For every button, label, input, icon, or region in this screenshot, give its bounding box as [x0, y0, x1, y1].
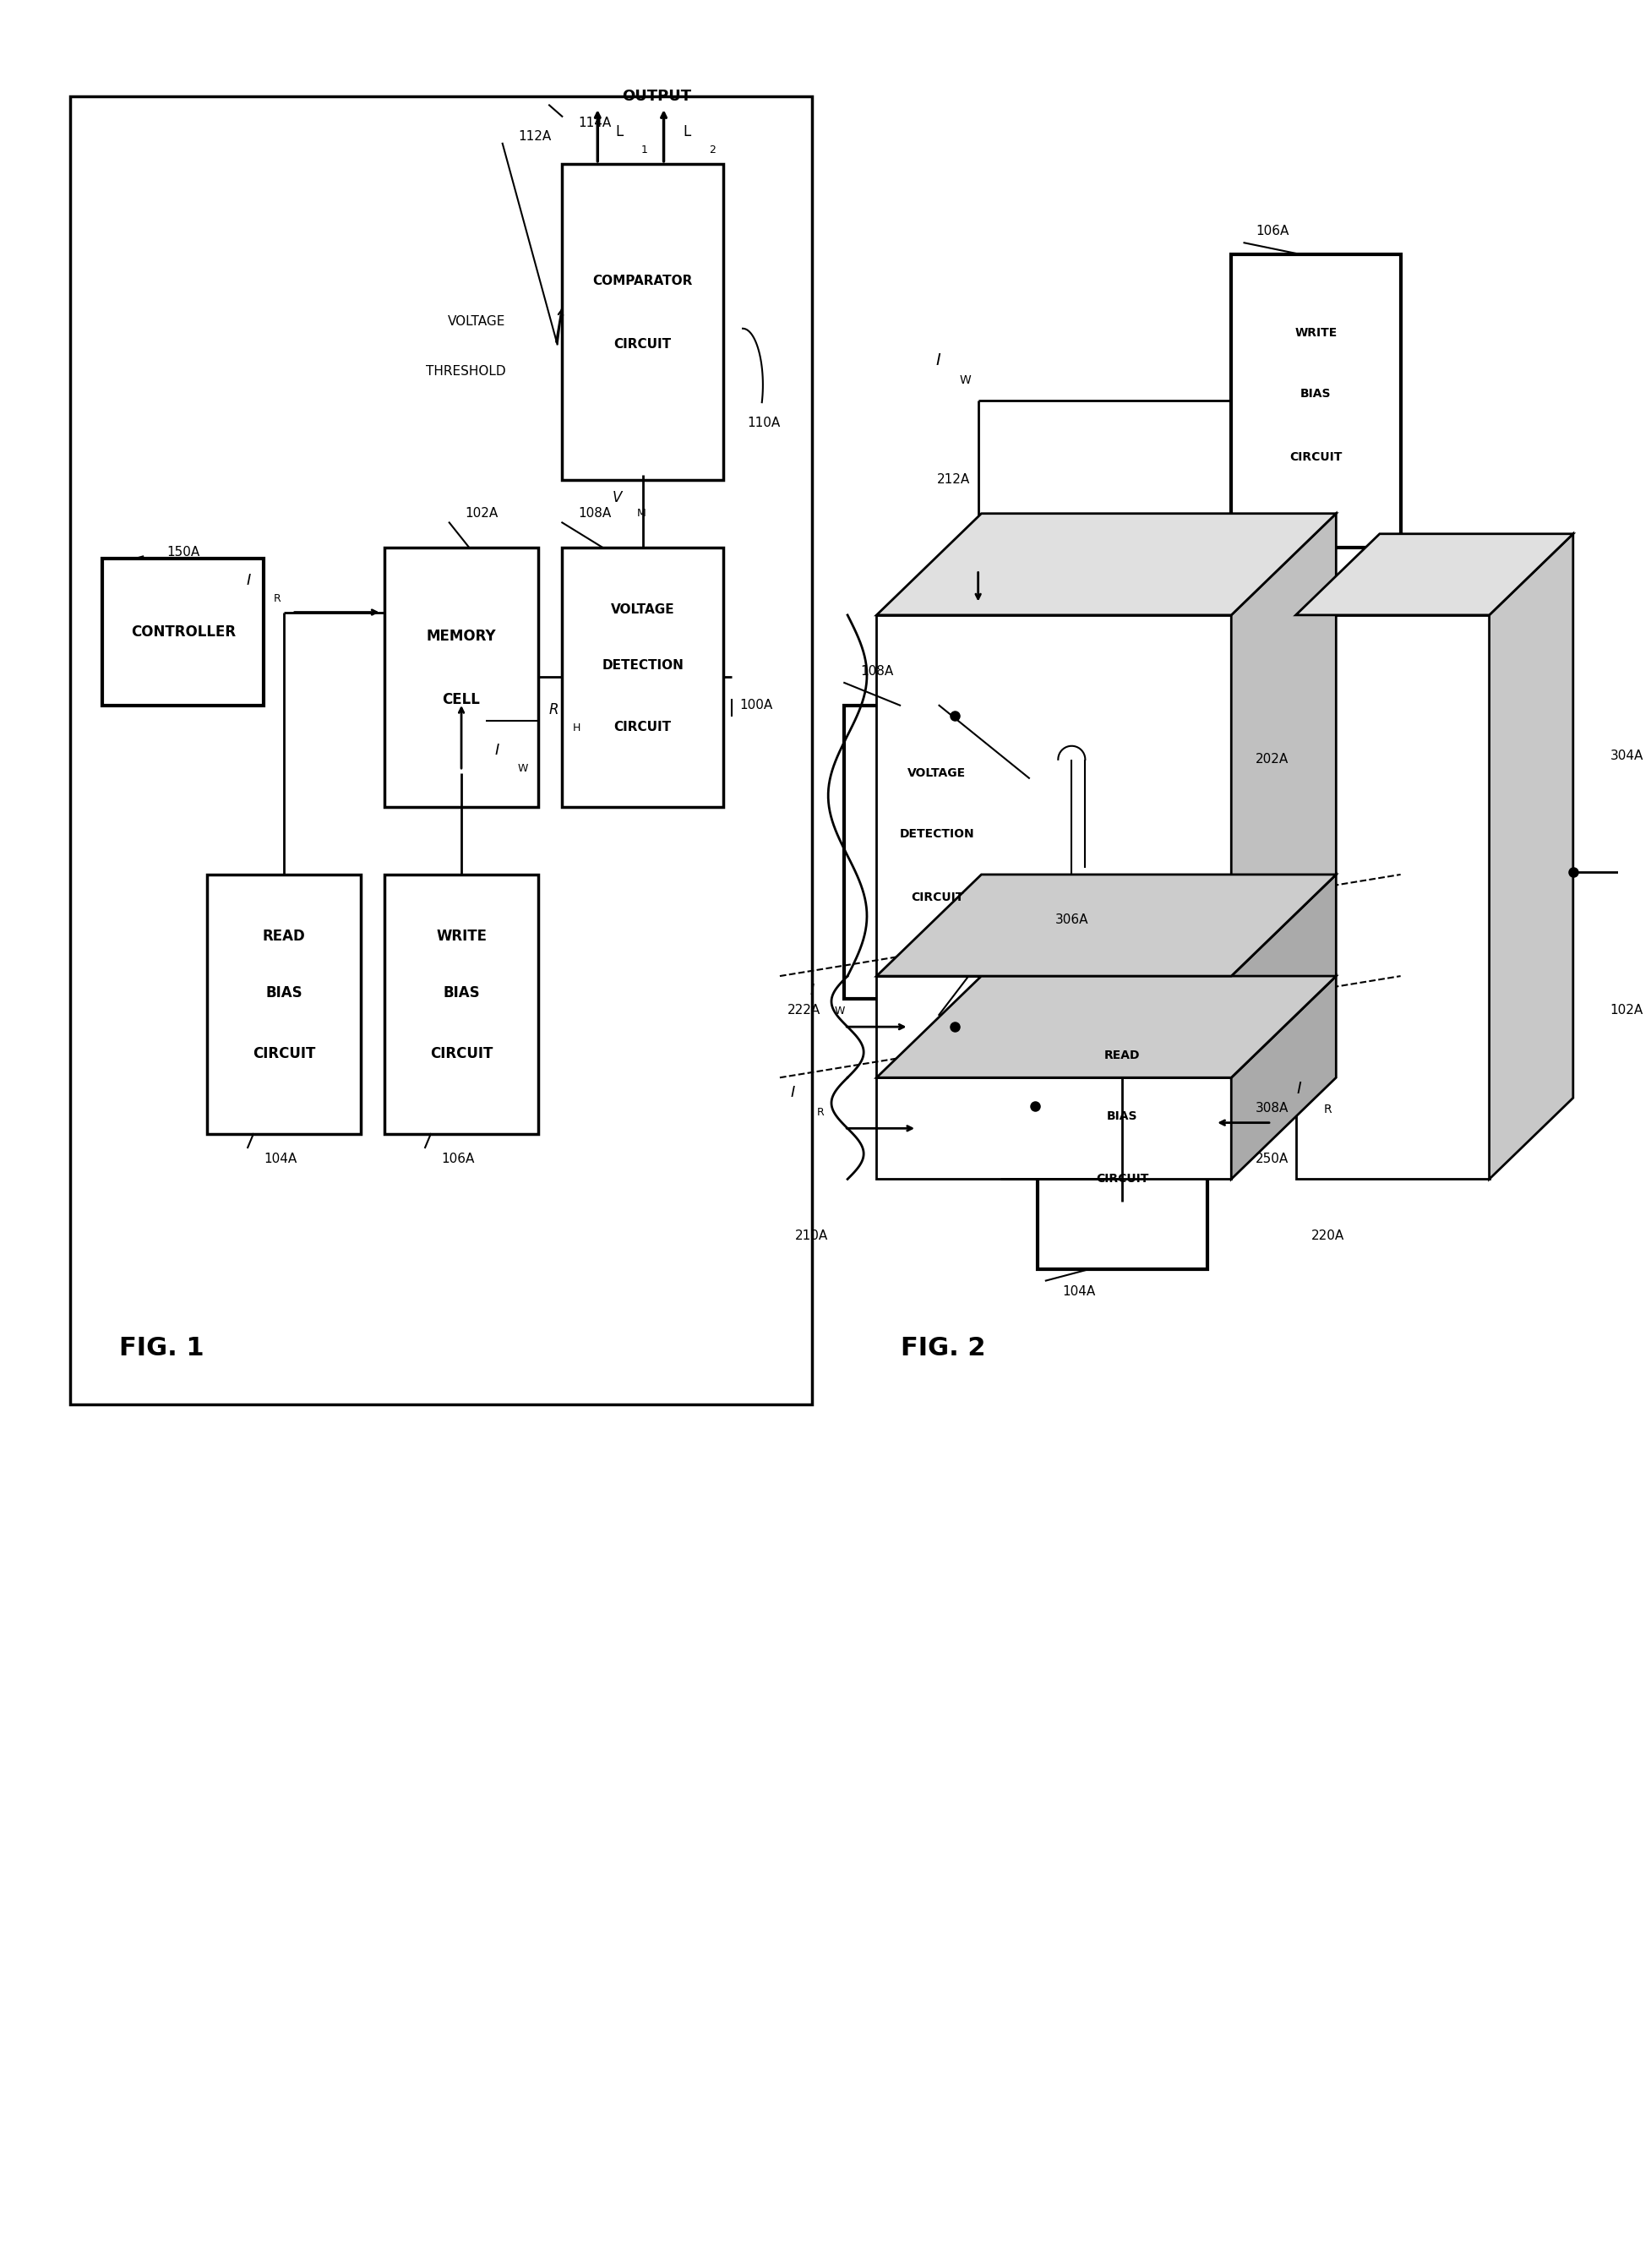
Text: 212A: 212A	[936, 474, 971, 485]
Polygon shape	[877, 875, 1336, 975]
Text: L: L	[616, 125, 622, 141]
Text: DETECTION: DETECTION	[900, 828, 974, 839]
Text: 106A: 106A	[441, 1152, 474, 1166]
Text: CIRCUIT: CIRCUIT	[911, 891, 964, 903]
Text: 150A: 150A	[167, 547, 200, 558]
Text: CIRCUIT: CIRCUIT	[429, 1046, 492, 1061]
Text: 112A: 112A	[518, 129, 551, 143]
Text: 102A: 102A	[466, 508, 499, 519]
Text: 250A: 250A	[1255, 1152, 1289, 1166]
Bar	[208, 875, 360, 1134]
Text: R: R	[817, 1107, 824, 1118]
Text: M: M	[637, 508, 646, 519]
Text: R: R	[550, 703, 560, 717]
Bar	[561, 163, 723, 481]
Text: W: W	[834, 1005, 845, 1016]
Text: WRITE: WRITE	[436, 930, 487, 943]
Polygon shape	[1489, 533, 1573, 1179]
Text: 308A: 308A	[1255, 1102, 1289, 1114]
Text: I: I	[811, 982, 814, 998]
Text: H: H	[573, 723, 581, 733]
Text: READ: READ	[263, 930, 305, 943]
Text: 110A: 110A	[748, 417, 781, 429]
Bar	[1038, 975, 1207, 1270]
Text: CIRCUIT: CIRCUIT	[253, 1046, 315, 1061]
Polygon shape	[1232, 875, 1336, 1077]
Bar	[561, 547, 723, 807]
Text: 222A: 222A	[788, 1002, 821, 1016]
Text: FIG. 1: FIG. 1	[119, 1336, 203, 1361]
Bar	[71, 95, 812, 1404]
Text: 106A: 106A	[1255, 225, 1289, 238]
Text: CIRCUIT: CIRCUIT	[614, 721, 672, 733]
Polygon shape	[877, 975, 1232, 1077]
Text: 202A: 202A	[1255, 753, 1289, 767]
Text: THRESHOLD: THRESHOLD	[426, 365, 505, 379]
Text: COMPARATOR: COMPARATOR	[593, 274, 693, 288]
Text: CELL: CELL	[442, 692, 480, 708]
Bar	[844, 705, 1030, 998]
Text: 102A: 102A	[1610, 1002, 1643, 1016]
Text: BIAS: BIAS	[1301, 388, 1331, 399]
Text: CIRCUIT: CIRCUIT	[614, 338, 672, 352]
Text: 2: 2	[708, 145, 715, 156]
Text: CONTROLLER: CONTROLLER	[130, 624, 236, 640]
Text: VOLTAGE: VOLTAGE	[908, 767, 966, 778]
Text: 220A: 220A	[1311, 1229, 1344, 1243]
Text: I: I	[1296, 1082, 1301, 1098]
Text: OUTPUT: OUTPUT	[622, 88, 692, 104]
Polygon shape	[1296, 533, 1573, 615]
Polygon shape	[1296, 615, 1489, 1179]
Text: BIAS: BIAS	[266, 984, 302, 1000]
Bar	[385, 547, 538, 807]
Bar	[1232, 254, 1400, 547]
Text: 304A: 304A	[1610, 751, 1643, 762]
Text: W: W	[517, 762, 528, 773]
Bar	[385, 875, 538, 1134]
Text: READ: READ	[1105, 1050, 1141, 1061]
Text: W: W	[959, 374, 971, 386]
Text: CIRCUIT: CIRCUIT	[1096, 1173, 1149, 1186]
Polygon shape	[877, 615, 1232, 975]
Text: I: I	[246, 574, 251, 587]
Polygon shape	[1232, 513, 1336, 975]
Text: VOLTAGE: VOLTAGE	[611, 603, 675, 615]
Text: WRITE: WRITE	[1294, 327, 1337, 338]
Bar	[102, 558, 264, 705]
Text: 306A: 306A	[1055, 914, 1088, 925]
Text: DETECTION: DETECTION	[603, 660, 684, 671]
Text: R: R	[274, 594, 281, 603]
Text: CIRCUIT: CIRCUIT	[1289, 451, 1342, 463]
Text: 210A: 210A	[796, 1229, 829, 1243]
Text: I: I	[495, 744, 499, 758]
Text: L: L	[684, 125, 690, 141]
Text: 104A: 104A	[264, 1152, 297, 1166]
Text: I: I	[791, 1084, 794, 1100]
Text: V: V	[613, 490, 622, 506]
Polygon shape	[1232, 975, 1336, 1179]
Text: 104A: 104A	[1062, 1286, 1095, 1297]
Text: 114A: 114A	[578, 118, 611, 129]
Text: R: R	[1324, 1102, 1332, 1116]
Text: 108A: 108A	[578, 508, 611, 519]
Text: FIG. 2: FIG. 2	[901, 1336, 986, 1361]
Polygon shape	[877, 975, 1336, 1077]
Text: 108A: 108A	[860, 665, 893, 678]
Text: BIAS: BIAS	[442, 984, 480, 1000]
Text: I: I	[936, 352, 941, 367]
Text: MEMORY: MEMORY	[426, 628, 497, 644]
Text: VOLTAGE: VOLTAGE	[447, 315, 505, 329]
Text: 1: 1	[641, 145, 647, 156]
Text: 100A: 100A	[740, 699, 773, 712]
Polygon shape	[877, 513, 1336, 615]
Text: BIAS: BIAS	[1108, 1109, 1138, 1123]
Polygon shape	[877, 1077, 1232, 1179]
